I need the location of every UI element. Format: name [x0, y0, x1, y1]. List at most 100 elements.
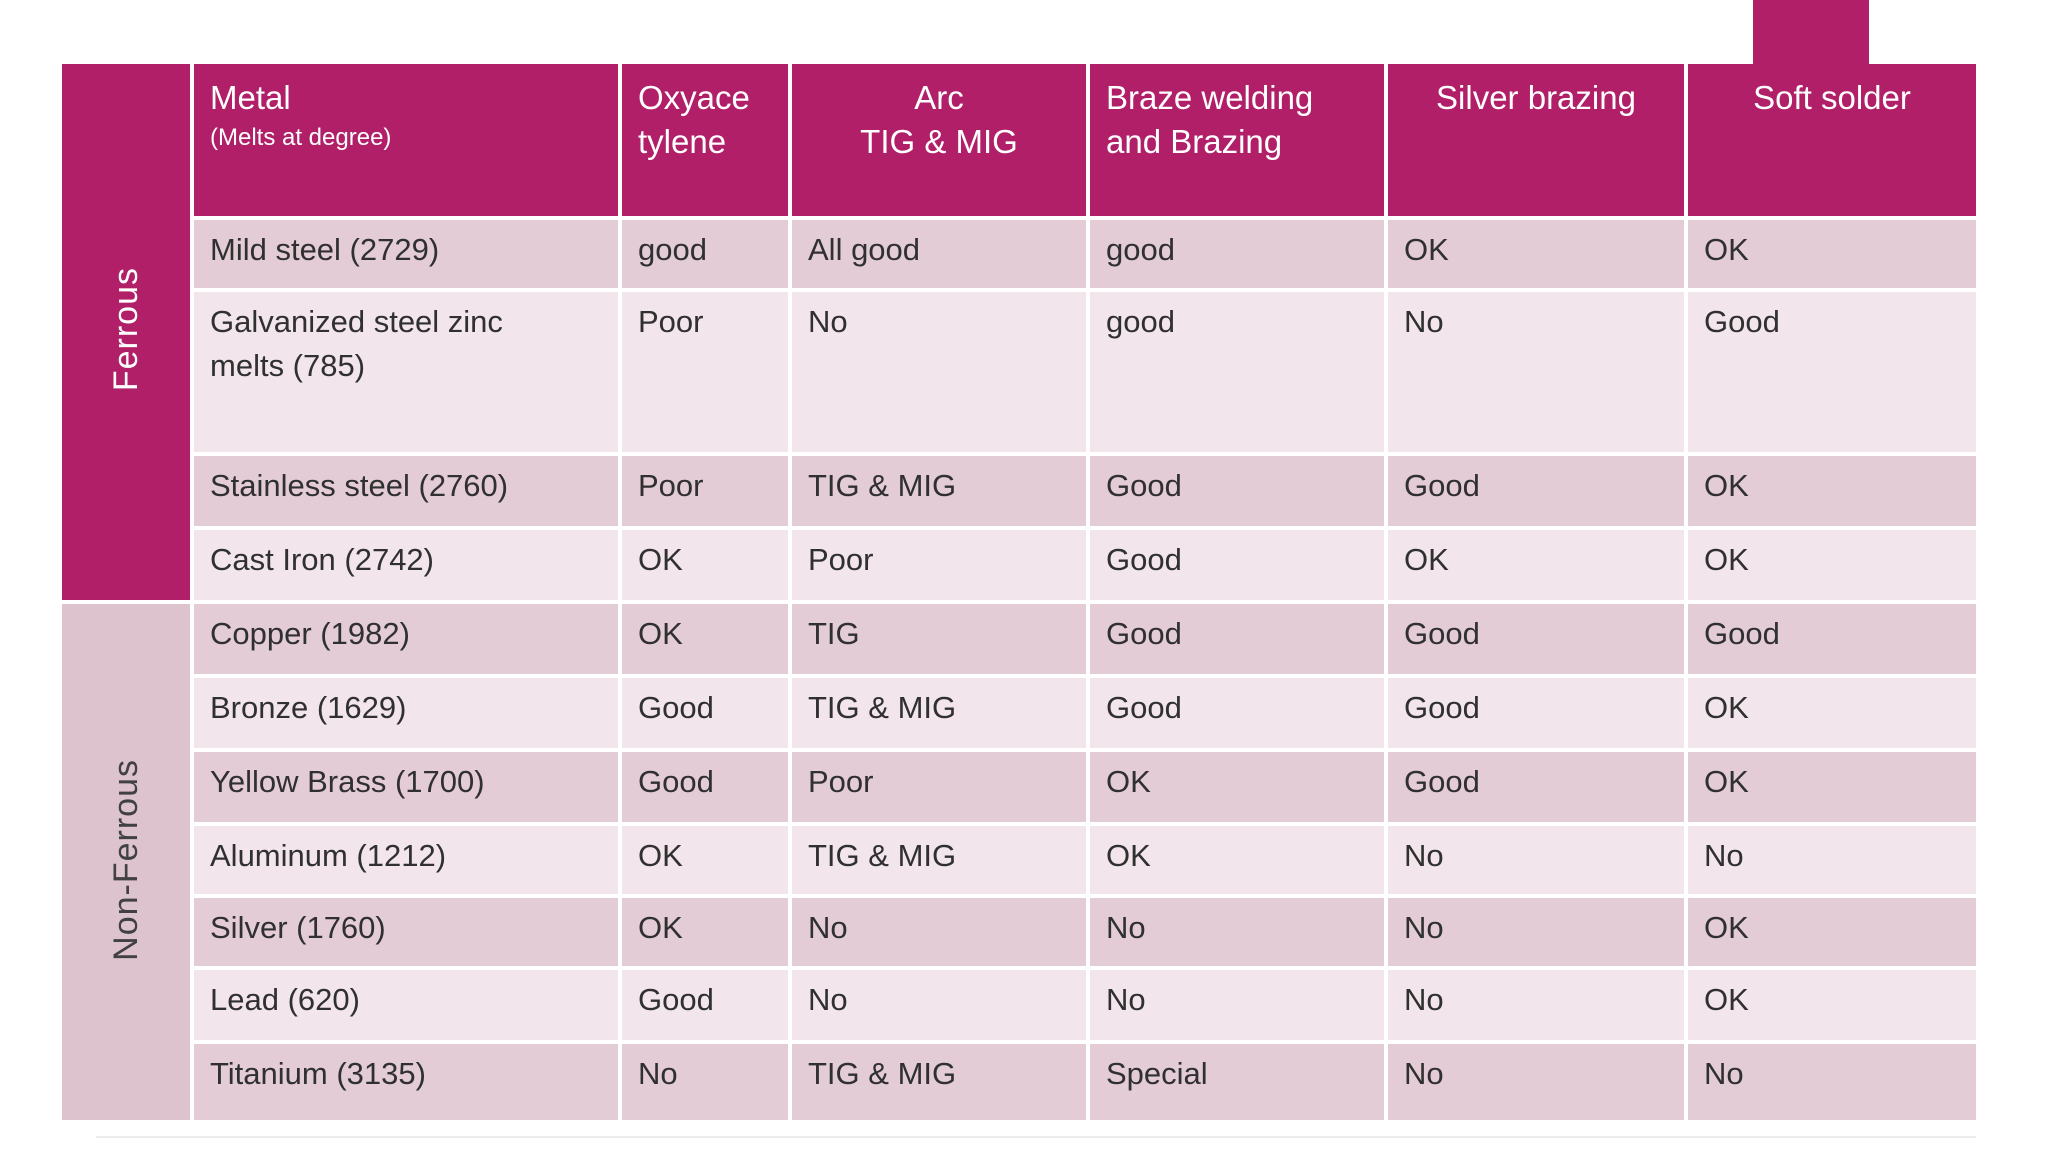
arc-value: TIG & MIG — [792, 826, 1086, 894]
table-row-silver: Silver (1760) OK No No No OK — [62, 898, 1976, 966]
table-row-stainless-steel: Stainless steel (2760) Poor TIG & MIG Go… — [62, 456, 1976, 526]
braze-value: Good — [1090, 530, 1384, 600]
oxyacetylene-value: Poor — [622, 456, 788, 526]
column-header-oxyacetylene: Oxyace tylene — [622, 64, 788, 216]
soft-solder-value: OK — [1688, 970, 1976, 1040]
soft-solder-value: OK — [1688, 220, 1976, 288]
table-row-aluminum: Aluminum (1212) OK TIG & MIG OK No No — [62, 826, 1976, 894]
oxyacetylene-value: OK — [622, 826, 788, 894]
silver-brazing-value: OK — [1388, 220, 1684, 288]
header-row: Ferrous Metal (Melts at degree) Oxyace t… — [62, 64, 1976, 600]
oxyacetylene-value: OK — [622, 898, 788, 966]
column-header-metal-sub: (Melts at degree) — [210, 123, 392, 151]
metal-name: Titanium (3135) — [194, 1044, 618, 1120]
soft-solder-value: OK — [1688, 456, 1976, 526]
row-group-non-ferrous: Non-Ferrous — [62, 604, 190, 1120]
row-group-ferrous: Ferrous — [62, 64, 190, 600]
arc-value: No — [792, 292, 1086, 452]
row-group-label-ferrous: Ferrous — [106, 267, 145, 392]
arc-value: No — [792, 970, 1086, 1040]
table-row-copper: Non-Ferrous Copper (1982) OK TIG Good Go… — [62, 604, 1976, 1120]
metal-name: Yellow Brass (1700) — [194, 752, 618, 822]
silver-brazing-value: No — [1388, 292, 1684, 452]
column-header-soft-solder: Soft solder — [1688, 64, 1976, 216]
column-header-metal: Metal (Melts at degree) — [194, 64, 618, 216]
oxyacetylene-value: Good — [622, 970, 788, 1040]
silver-brazing-value: Good — [1388, 456, 1684, 526]
column-header-oxyacetylene-line1: Oxyace — [638, 79, 750, 116]
soft-solder-value: OK — [1688, 530, 1976, 600]
metal-name: Mild steel (2729) — [194, 220, 618, 288]
silver-brazing-value: No — [1388, 970, 1684, 1040]
arc-value: No — [792, 898, 1086, 966]
arc-value: TIG & MIG — [792, 456, 1086, 526]
soft-solder-value: OK — [1688, 898, 1976, 966]
column-header-braze: Braze welding and Brazing — [1090, 64, 1384, 216]
arc-value: TIG & MIG — [792, 1044, 1086, 1120]
braze-value: Good — [1090, 678, 1384, 748]
row-group-label-non-ferrous: Non-Ferrous — [106, 758, 145, 961]
oxyacetylene-value: No — [622, 1044, 788, 1120]
column-header-arc-line2: TIG & MIG — [860, 122, 1018, 160]
column-header-arc-line1: Arc — [914, 79, 964, 116]
metal-name: Lead (620) — [194, 970, 618, 1040]
soft-solder-value: OK — [1688, 678, 1976, 748]
metal-name: Copper (1982) — [194, 604, 618, 674]
soft-solder-value: Good — [1688, 292, 1976, 452]
oxyacetylene-value: good — [622, 220, 788, 288]
silver-brazing-value: Good — [1388, 752, 1684, 822]
braze-value: Good — [1090, 604, 1384, 674]
oxyacetylene-value: OK — [622, 604, 788, 674]
column-header-silver-brazing: Silver brazing — [1388, 64, 1684, 216]
metal-name: Silver (1760) — [194, 898, 618, 966]
metal-name: Cast Iron (2742) — [194, 530, 618, 600]
braze-value: good — [1090, 220, 1384, 288]
accent-tab-decoration — [1753, 0, 1869, 66]
table-row-bronze: Bronze (1629) Good TIG & MIG Good Good O… — [62, 678, 1976, 748]
bottom-rule-divider — [96, 1136, 1976, 1138]
silver-brazing-value: No — [1388, 826, 1684, 894]
soft-solder-value: Good — [1688, 604, 1976, 674]
soft-solder-value: No — [1688, 1044, 1976, 1120]
braze-value: OK — [1090, 752, 1384, 822]
oxyacetylene-value: Poor — [622, 292, 788, 452]
column-header-braze-line2: and Brazing — [1106, 122, 1283, 160]
arc-value: TIG — [792, 604, 1086, 674]
arc-value: Poor — [792, 752, 1086, 822]
table-row-galvanized-steel: Galvanized steel zinc melts (785) Poor N… — [62, 292, 1976, 452]
silver-brazing-value: Good — [1388, 678, 1684, 748]
metal-name: Bronze (1629) — [194, 678, 618, 748]
column-header-metal-line1: Metal — [210, 79, 291, 116]
oxyacetylene-value: Good — [622, 752, 788, 822]
braze-value: OK — [1090, 826, 1384, 894]
metal-name: Stainless steel (2760) — [194, 456, 618, 526]
column-header-braze-line1: Braze welding — [1106, 79, 1314, 116]
table-row-mild-steel: Mild steel (2729) good All good good OK … — [62, 220, 1976, 288]
table-row-lead: Lead (620) Good No No No OK — [62, 970, 1976, 1040]
table-row-titanium: Titanium (3135) No TIG & MIG Special No … — [62, 1044, 1976, 1120]
table-row-yellow-brass: Yellow Brass (1700) Good Poor OK Good OK — [62, 752, 1976, 822]
column-header-oxyacetylene-line2: tylene — [638, 122, 727, 160]
welding-compatibility-table: Ferrous Metal (Melts at degree) Oxyace t… — [58, 60, 1980, 1124]
silver-brazing-value: OK — [1388, 530, 1684, 600]
table-row-cast-iron: Cast Iron (2742) OK Poor Good OK OK — [62, 530, 1976, 600]
silver-brazing-value: No — [1388, 1044, 1684, 1120]
soft-solder-value: OK — [1688, 752, 1976, 822]
column-header-arc: Arc TIG & MIG — [792, 64, 1086, 216]
oxyacetylene-value: OK — [622, 530, 788, 600]
metal-name: Aluminum (1212) — [194, 826, 618, 894]
column-header-silver-brazing-line1: Silver brazing — [1436, 79, 1636, 116]
arc-value: All good — [792, 220, 1086, 288]
arc-value: TIG & MIG — [792, 678, 1086, 748]
soft-solder-value: No — [1688, 826, 1976, 894]
column-header-soft-solder-line1: Soft solder — [1753, 79, 1911, 116]
braze-value: No — [1090, 970, 1384, 1040]
arc-value: Poor — [792, 530, 1086, 600]
oxyacetylene-value: Good — [622, 678, 788, 748]
braze-value: Good — [1090, 456, 1384, 526]
braze-value: good — [1090, 292, 1384, 452]
silver-brazing-value: No — [1388, 898, 1684, 966]
metal-name: Galvanized steel zinc melts (785) — [194, 292, 618, 452]
braze-value: Special — [1090, 1044, 1384, 1120]
